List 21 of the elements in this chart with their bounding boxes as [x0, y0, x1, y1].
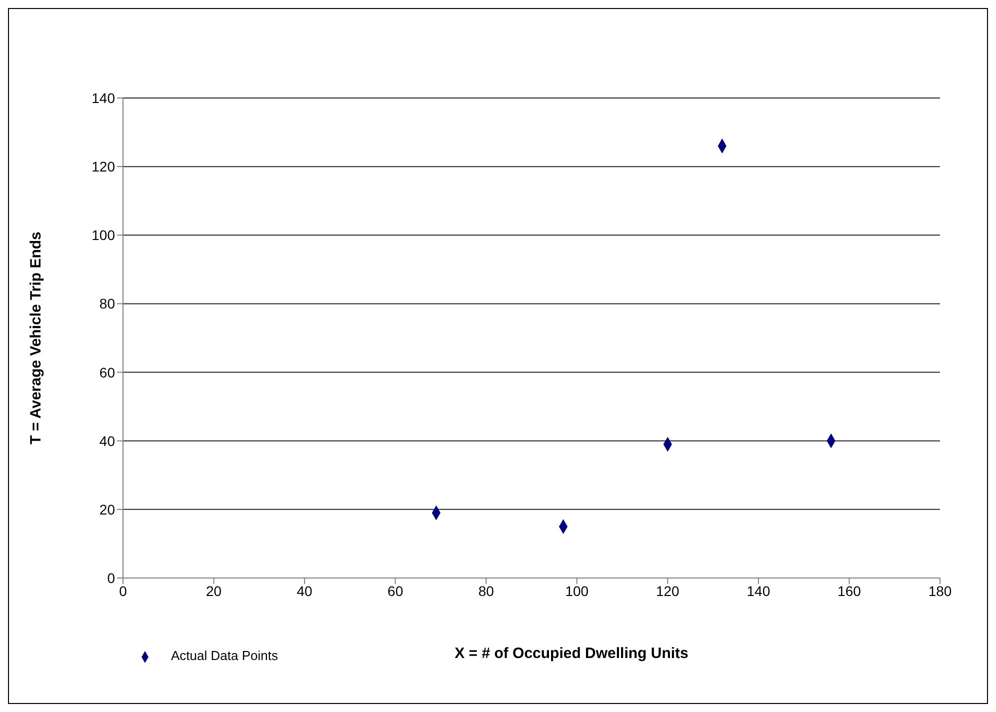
y-tick-label: 80	[99, 296, 116, 312]
y-tick-label: 100	[92, 227, 116, 244]
x-tick-label: 60	[388, 582, 404, 599]
x-tick-label: 100	[565, 582, 589, 599]
y-tick-label: 120	[92, 158, 116, 175]
y-tick-label: 40	[99, 432, 116, 449]
y-axis-title: T = Average Vehicle Trip Ends	[27, 232, 44, 444]
y-tick-label: 140	[92, 90, 116, 106]
y-tick-label: 0	[107, 570, 116, 586]
y-tick-label: 60	[99, 364, 116, 380]
y-tick-label: 20	[99, 501, 116, 518]
x-tick-label: 140	[746, 582, 770, 599]
legend-label: Actual Data Points	[171, 648, 278, 663]
x-tick-label: 0	[119, 582, 128, 599]
x-tick-label: 80	[478, 582, 494, 599]
x-tick-label: 180	[928, 582, 952, 599]
x-tick-label: 160	[838, 582, 862, 599]
x-tick-label: 40	[296, 582, 313, 599]
x-tick-label: 120	[656, 582, 680, 599]
x-axis-title: X = # of Occupied Dwelling Units	[454, 645, 688, 662]
x-tick-label: 20	[206, 582, 222, 599]
